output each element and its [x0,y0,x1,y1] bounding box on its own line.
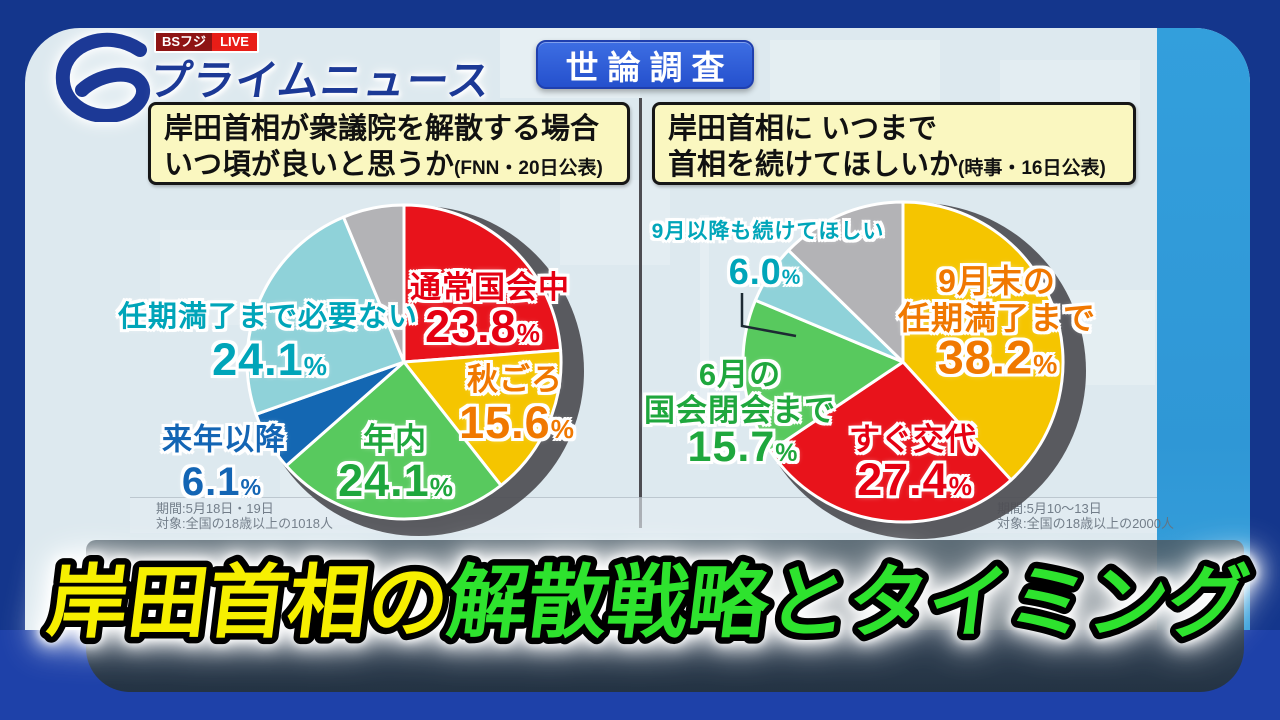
topic-badge: 世論調査 [536,40,754,89]
studio-graphic-panel: BSフジ LIVE プライムニュース 世論調査 岸田首相が衆議院を解散する場合 … [25,28,1250,720]
question-line2: 首相を続けてほしいか(時事・16日公表) [668,149,1106,181]
channel-label: BSフジ [156,33,213,51]
pie-slice-value: 23.8% [425,300,541,352]
pie-slice-value: 6.0% [728,251,802,293]
pie-slice-name: 任期満了まで必要ない [117,301,419,334]
pie0-slice-5 [342,203,406,364]
pie-slice-name: 秋ごろ [467,362,563,398]
pie1-slice-0 [901,200,1065,482]
pie1-slice-2 [741,298,905,453]
live-label: LIVE [212,33,257,51]
question-box-left: 岸田首相が衆議院を解散する場合 いつ頃が良いと思うか(FNN・20日公表) [148,102,630,185]
pie-slice-value: 15.6% [459,396,575,448]
poll-source: (FNN・20日公表) [454,158,603,179]
live-badge: BSフジ LIVE [154,31,259,53]
callout-line [740,293,797,338]
pie0-slice-0 [402,203,563,364]
pie-slice-value: 6.1% [181,459,263,504]
pie-slice-value: 24.1% [338,454,454,506]
headline-banner-panel [86,540,1244,692]
pie-slice-name: 9月以降も続けてほしい [651,219,885,243]
pie-slice-value: 24.1% [212,333,328,385]
top-navy-bar [0,0,1280,28]
pie-slice-name: 通常国会中 [410,270,570,306]
pie-slice-name: 6月の 国会閉会まで [644,357,836,428]
poll-source: (時事・16日公表) [958,158,1106,179]
question-line1: 岸田首相が衆議院を解散する場合 [164,113,600,145]
survey-info-left: 期間:5月18日・19日 対象:全国の18歳以上の1018人 [156,501,333,531]
pie-slice-name: 9月末の 任期満了まで [897,262,1097,336]
pie-slice-name: すぐ交代 [849,422,977,458]
panel-divider [639,98,642,528]
pie0-slice-4 [245,215,406,416]
pie-chart-kishida-tenure [741,200,1086,539]
pie-slice-name: 来年以降 [162,423,286,457]
pie-slice-value: 27.4% [857,453,973,505]
pie1-slice-4 [787,200,905,364]
bsfuji-e-swirl-icon [55,32,151,122]
pie-slice-value: 38.2% [937,330,1059,384]
pie-slice-name: 年内 [363,422,427,458]
pie1-slice-1 [768,360,1013,524]
pie-charts [245,200,1086,539]
pie-slice-value: 15.7% [687,423,799,472]
pie-chart-dissolution-timing [245,203,584,536]
pie0-slice-1 [402,348,563,487]
question-box-right: 岸田首相に いつまで 首相を続けてほしいか(時事・16日公表) [652,102,1136,185]
survey-info-right: 期間:5月10～13日 対象:全国の18歳以上の2000人 [997,501,1174,531]
question-line1: 岸田首相に いつまで [668,113,938,145]
pie0-slice-2 [284,360,503,521]
question-line2: いつ頃が良いと思うか(FNN・20日公表) [164,149,603,181]
